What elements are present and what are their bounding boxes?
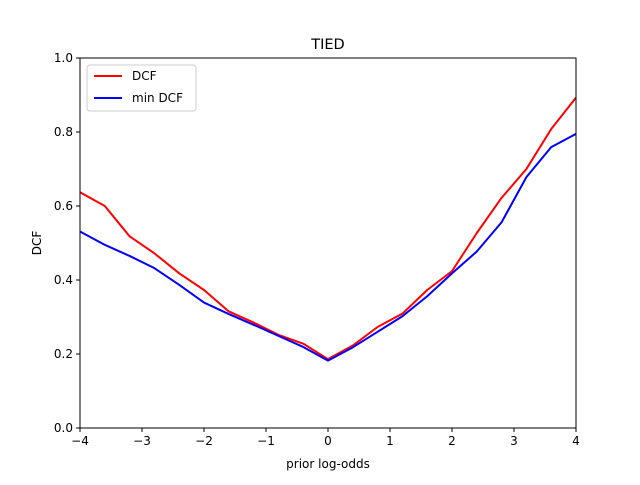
y-axis-label: DCF [30, 231, 44, 256]
legend: DCF min DCF [86, 64, 197, 112]
legend-min-dcf-label: min DCF [132, 91, 183, 105]
x-tick-label: −4 [71, 434, 89, 448]
y-tick-label: 1.0 [54, 51, 73, 65]
x-axis-label: prior log-odds [286, 457, 370, 471]
y-tick-label: 0.0 [54, 421, 73, 435]
x-tick-label: 1 [386, 434, 394, 448]
y-tick-label: 0.8 [54, 125, 73, 139]
x-axis: −4 −3 −2 −1 0 1 2 3 4 [71, 428, 580, 448]
x-tick-label: 0 [324, 434, 332, 448]
chart-title: TIED [310, 37, 344, 53]
x-tick-label: −3 [133, 434, 151, 448]
y-tick-label: 0.6 [54, 199, 73, 213]
y-axis: 0.0 0.2 0.4 0.6 0.8 1.0 [54, 51, 80, 435]
plot-lines [79, 96, 577, 362]
series-line-min-dcf [79, 132, 577, 362]
legend-dcf-label: DCF [132, 69, 157, 83]
x-tick-label: 2 [448, 434, 456, 448]
x-tick-label: −1 [257, 434, 275, 448]
x-tick-label: 4 [572, 434, 580, 448]
x-tick-label: 3 [510, 434, 518, 448]
y-tick-label: 0.2 [54, 347, 73, 361]
series-line-dcf [79, 96, 577, 361]
x-tick-label: −2 [195, 434, 213, 448]
y-tick-label: 0.4 [54, 273, 73, 287]
